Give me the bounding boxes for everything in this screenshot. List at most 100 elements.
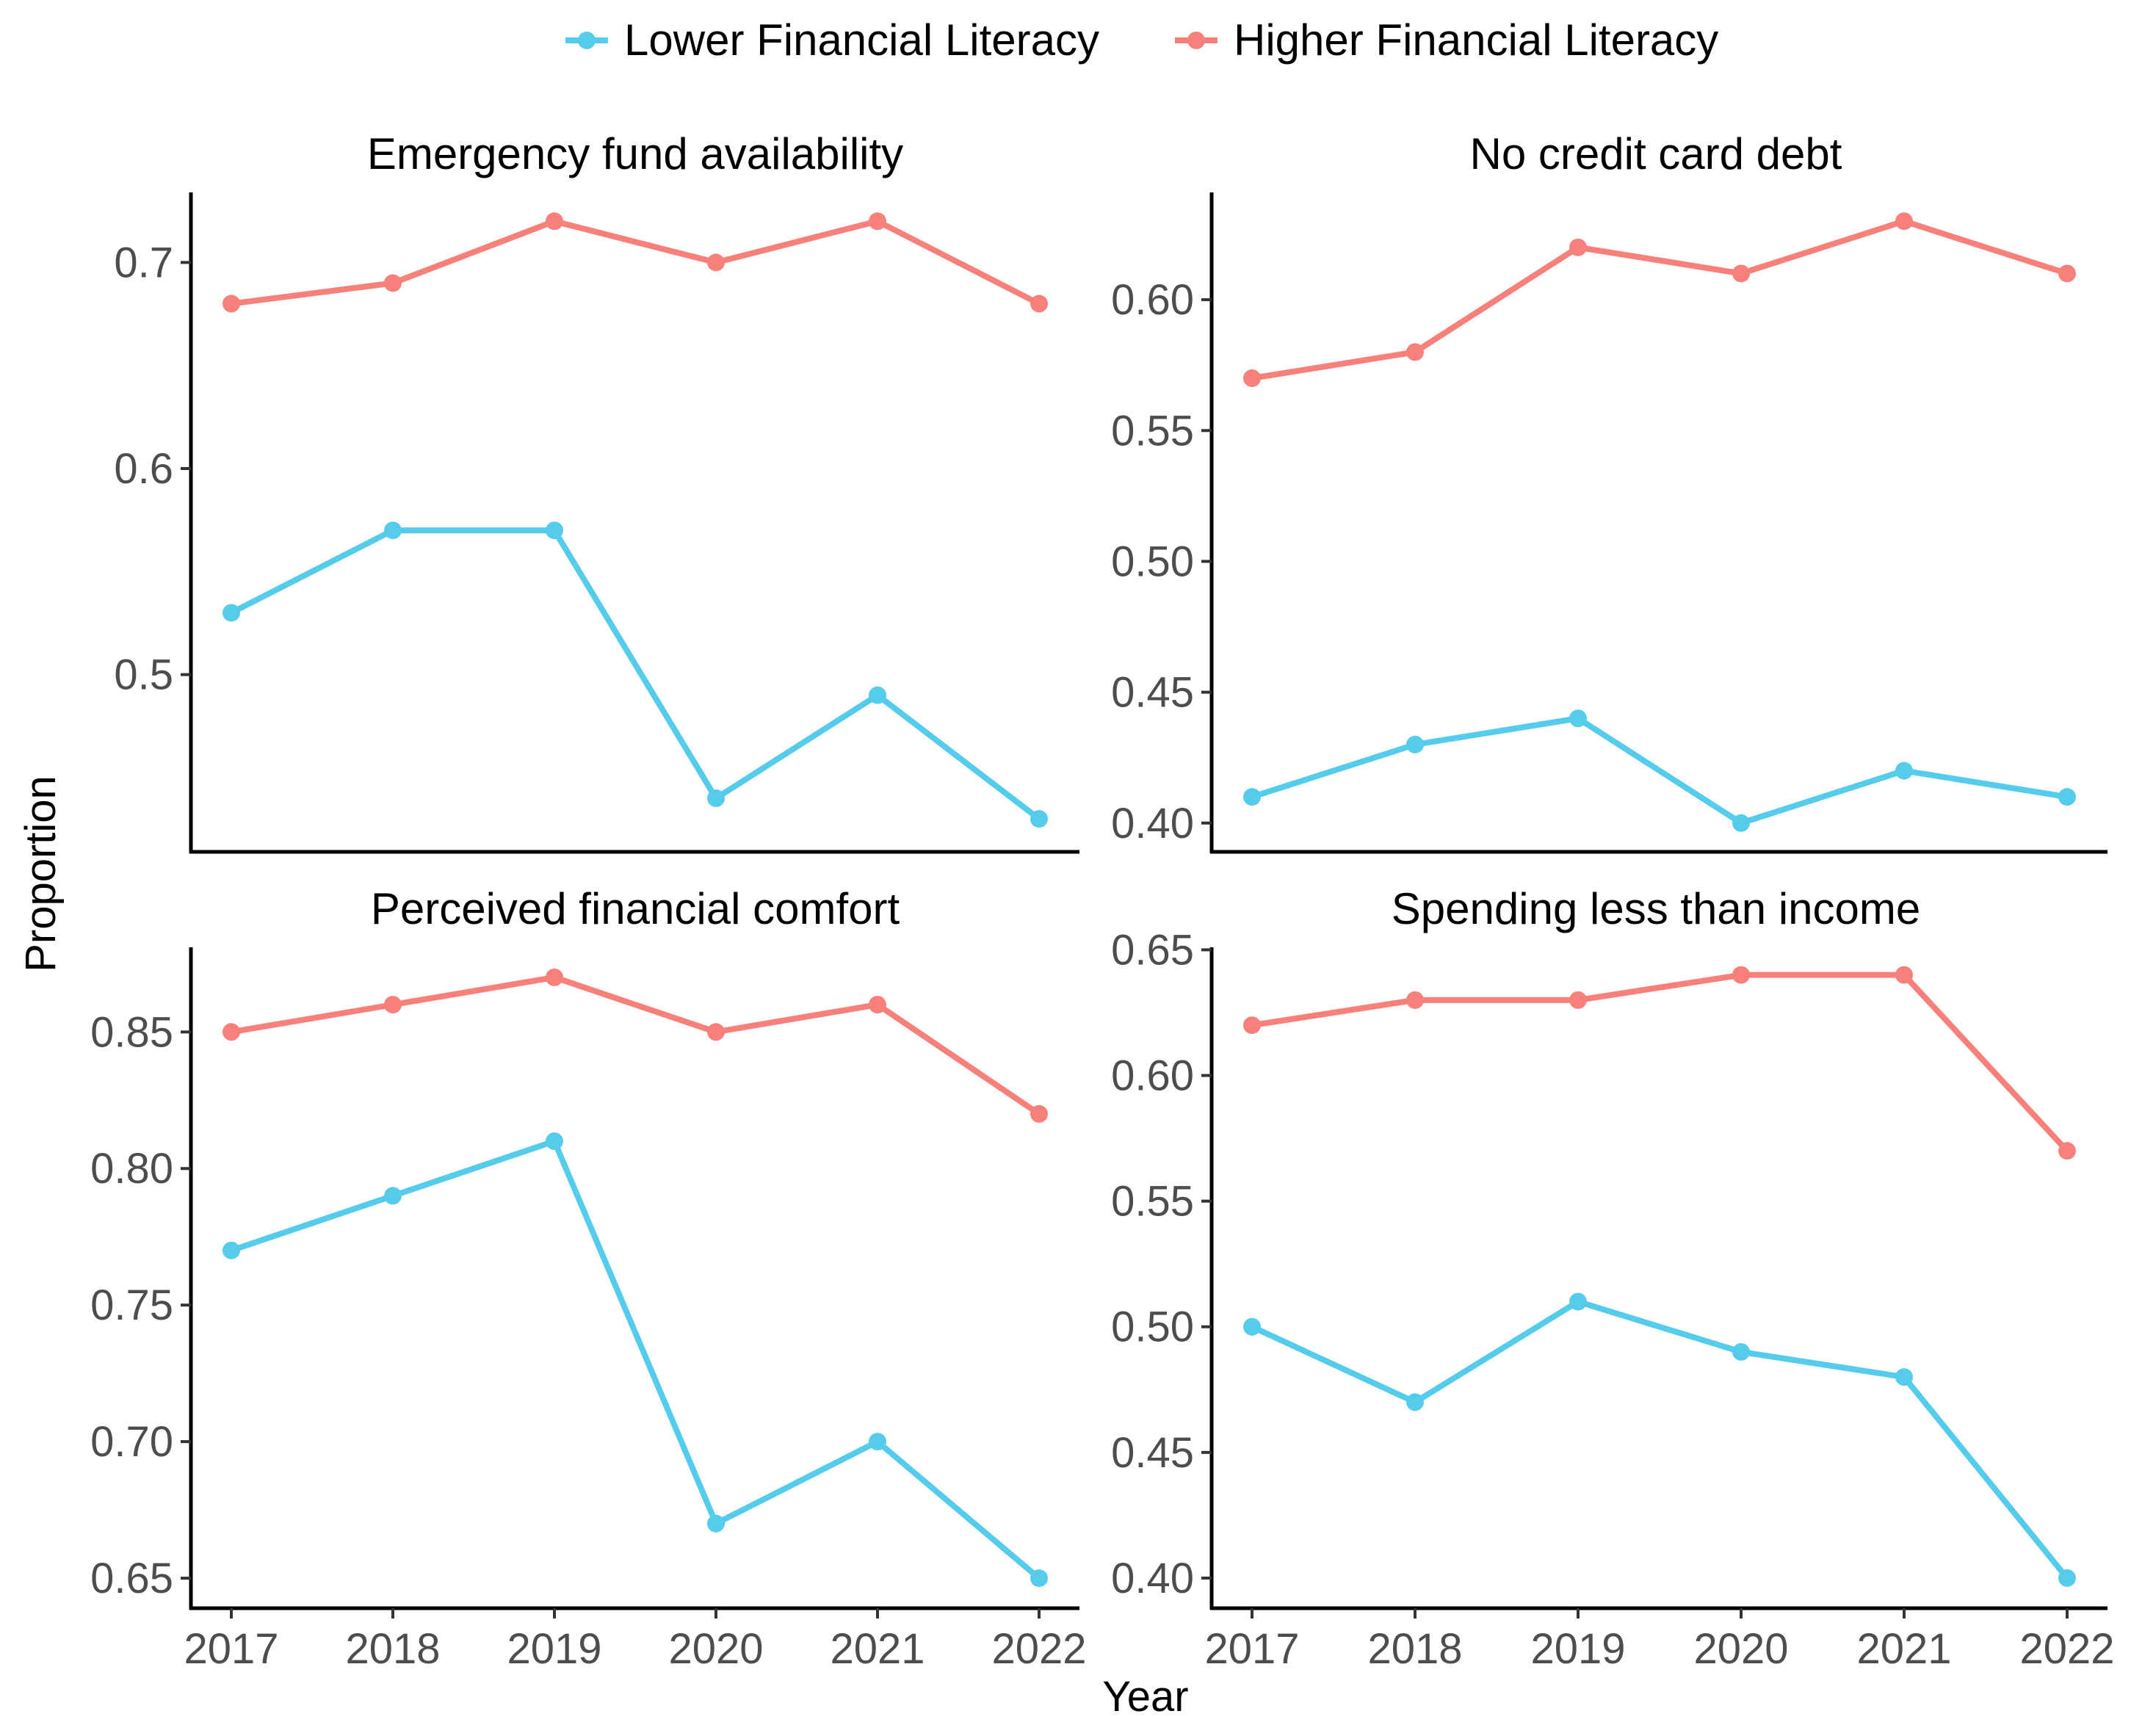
- data-point: [1030, 1104, 1048, 1123]
- panel-2: No credit card debt 0.40 0.45 0.50 0.55 0.60: [1111, 129, 2108, 854]
- data-point: [1895, 966, 1913, 984]
- y-tick-label: 0.80: [90, 1145, 173, 1193]
- x-tick-label: 2021: [1856, 1625, 1951, 1673]
- data-point: [384, 521, 402, 540]
- series-lower: [1243, 1292, 2076, 1587]
- chart-panels: Emergency fund availability 0.5 0.6 0.7 No c…: [90, 129, 2114, 1673]
- x-tick-label: 2017: [184, 1625, 278, 1673]
- data-point: [546, 1132, 563, 1151]
- panel-3: Perceived financial comfort 0.65 0.70 0.75 0…: [90, 884, 1086, 1673]
- y-tick-label: 0.6: [114, 445, 173, 493]
- y-tick-label: 0.85: [90, 1008, 173, 1056]
- y-tick-label: 0.65: [90, 1555, 173, 1602]
- data-point: [1569, 238, 1587, 256]
- data-point: [2058, 788, 2076, 806]
- data-point: [707, 789, 725, 808]
- data-point: [1406, 1393, 1424, 1411]
- y-tick-label: 0.50: [1111, 1303, 1194, 1351]
- x-tick-label: 2018: [1367, 1625, 1462, 1673]
- legend-label: Higher Financial Literacy: [1234, 15, 1718, 65]
- y-tick-label: 0.60: [1111, 1052, 1194, 1100]
- data-point: [1732, 1342, 1750, 1361]
- data-point: [546, 968, 563, 986]
- panel-title: Perceived financial comfort: [371, 884, 900, 933]
- legend: Lower Financial Literacy Higher Financial…: [565, 15, 1718, 65]
- legend-item-1: Lower Financial Literacy: [565, 15, 1099, 65]
- y-tick-label: 0.5: [114, 651, 173, 699]
- y-tick-label: 0.65: [1111, 926, 1194, 974]
- data-point: [1732, 814, 1750, 832]
- x-tick-label: 2022: [991, 1625, 1086, 1673]
- y-tick-label: 0.50: [1111, 538, 1194, 585]
- data-point: [1030, 1569, 1048, 1588]
- x-tick-label: 2017: [1204, 1625, 1299, 1673]
- legend-key-point: [578, 32, 596, 49]
- y-axis-title: Proportion: [17, 775, 65, 972]
- data-point: [1895, 1368, 1913, 1386]
- data-point: [869, 212, 886, 231]
- y-tick-label: 0.40: [1111, 800, 1194, 847]
- series-lower: [1243, 709, 2076, 832]
- series-higher: [1243, 212, 2076, 388]
- legend-item-2: Higher Financial Literacy: [1175, 15, 1718, 65]
- y-tick-label: 0.55: [1111, 407, 1194, 455]
- data-point: [1569, 709, 1587, 728]
- y-tick-label: 0.60: [1111, 276, 1194, 324]
- series-higher: [222, 968, 1048, 1123]
- data-point: [222, 294, 240, 313]
- data-point: [222, 1023, 240, 1041]
- data-point: [1732, 966, 1750, 984]
- series-line: [1249, 715, 2070, 826]
- series-line: [228, 1138, 1042, 1582]
- series-line: [228, 974, 1042, 1117]
- data-point: [546, 521, 563, 540]
- legend-key-point: [1187, 32, 1205, 49]
- data-point: [1406, 991, 1424, 1009]
- data-point: [1406, 735, 1424, 753]
- panel-4: Spending less than income 0.40 0.45 0.50 0.5…: [1111, 884, 2114, 1673]
- y-tick-label: 0.75: [90, 1281, 173, 1329]
- x-axis-title: Year: [1102, 1673, 1188, 1721]
- data-point: [222, 1241, 240, 1259]
- data-point: [1569, 1292, 1587, 1311]
- x-tick-label: 2021: [830, 1625, 925, 1673]
- data-point: [1030, 810, 1048, 828]
- panel-title: Spending less than income: [1392, 884, 1920, 933]
- data-point: [222, 604, 240, 622]
- panel-title: Emergency fund availability: [367, 129, 903, 178]
- data-point: [1030, 294, 1048, 313]
- data-point: [869, 1433, 886, 1451]
- y-tick-label: 0.45: [1111, 669, 1194, 717]
- data-point: [707, 1514, 725, 1533]
- data-point: [1243, 1317, 1261, 1336]
- data-point: [1406, 343, 1424, 361]
- series-lower: [222, 521, 1048, 828]
- x-tick-label: 2020: [1693, 1625, 1788, 1673]
- series-line: [228, 527, 1042, 822]
- data-point: [707, 253, 725, 272]
- x-tick-label: 2022: [2019, 1625, 2114, 1673]
- x-tick-label: 2020: [668, 1625, 763, 1673]
- data-point: [1895, 762, 1913, 780]
- data-point: [869, 996, 886, 1014]
- data-point: [1732, 264, 1750, 283]
- data-point: [869, 686, 886, 704]
- data-point: [1243, 788, 1261, 806]
- x-tick-label: 2018: [345, 1625, 440, 1673]
- data-point: [2058, 264, 2076, 283]
- legend-label: Lower Financial Literacy: [624, 15, 1099, 65]
- series-line: [1249, 972, 2070, 1154]
- series-line: [228, 218, 1042, 307]
- data-point: [2058, 1569, 2076, 1587]
- data-point: [1243, 369, 1261, 388]
- y-tick-label: 0.45: [1111, 1429, 1194, 1477]
- data-point: [384, 274, 402, 292]
- data-point: [384, 1187, 402, 1205]
- series-lower: [222, 1132, 1048, 1588]
- data-point: [1243, 1016, 1261, 1035]
- x-tick-label: 2019: [1530, 1625, 1625, 1673]
- data-point: [2058, 1142, 2076, 1160]
- x-tick-label: 2019: [507, 1625, 601, 1673]
- y-tick-label: 0.7: [114, 239, 173, 286]
